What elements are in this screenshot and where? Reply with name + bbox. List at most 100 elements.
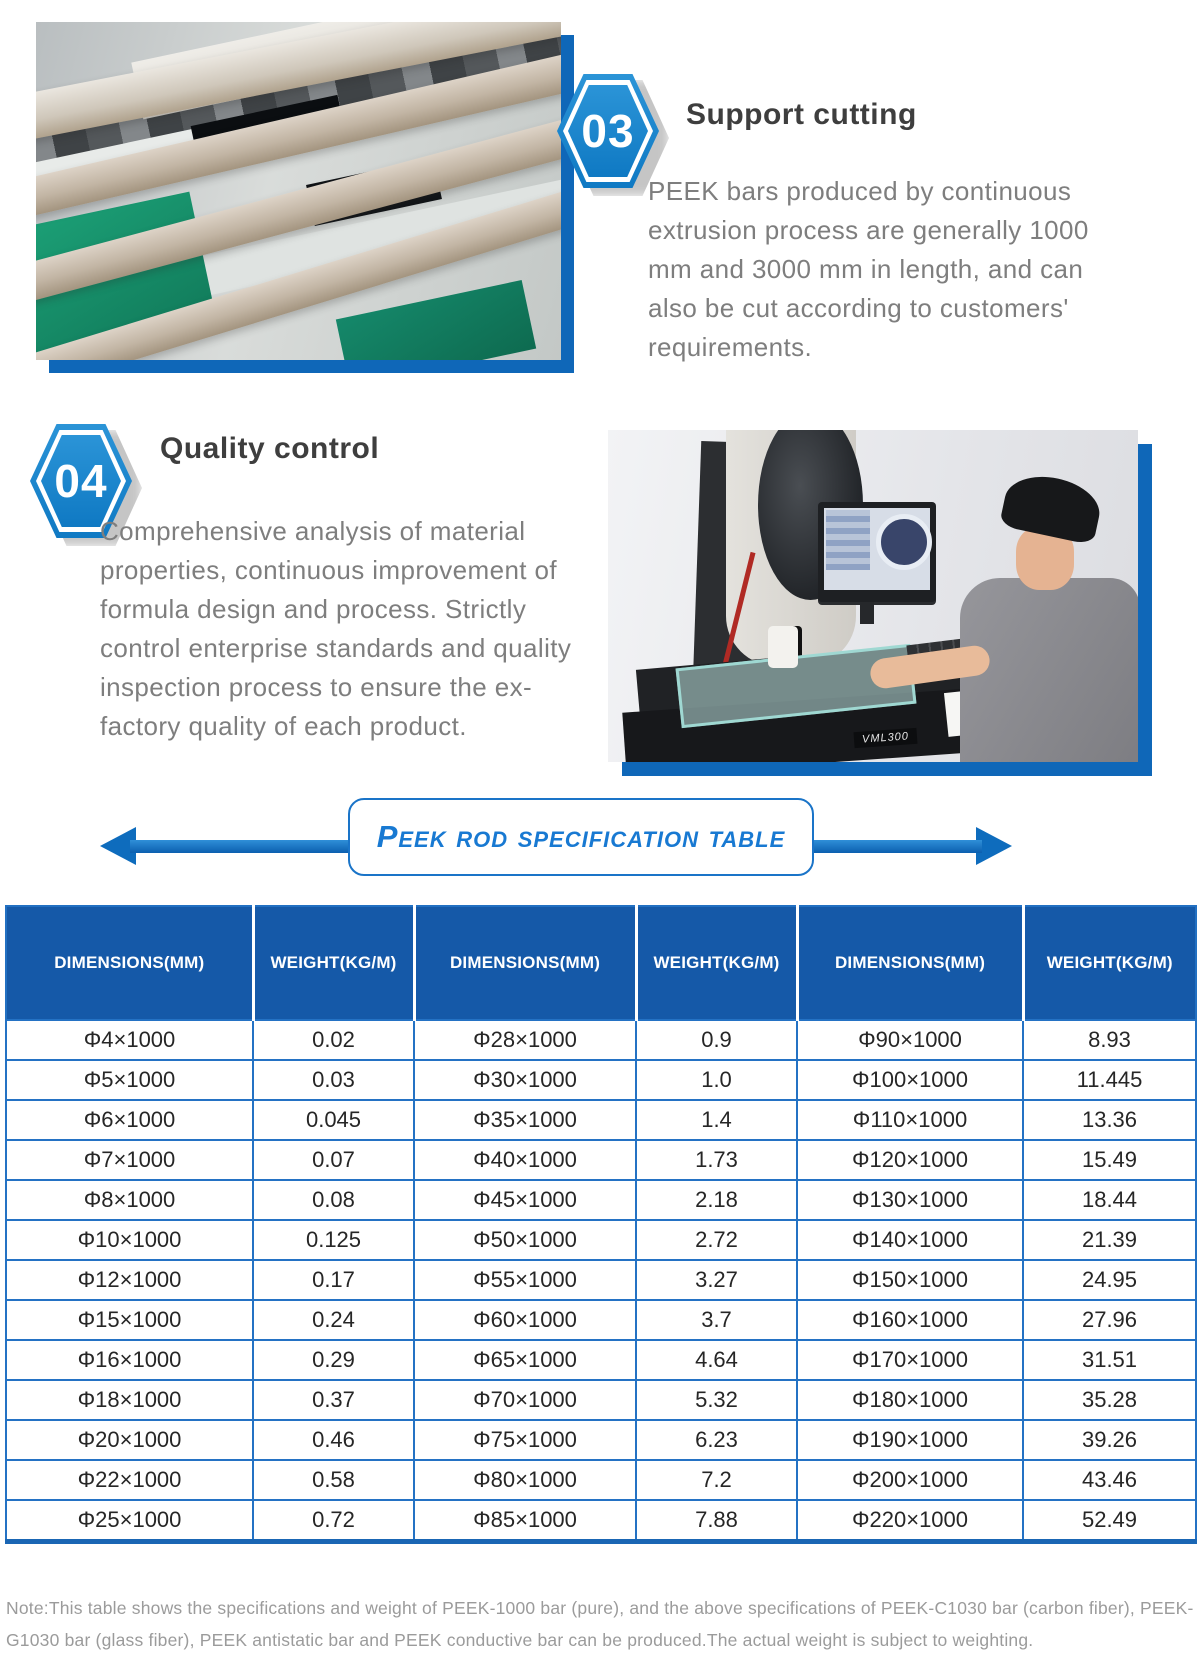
spec-cell: 31.51: [1022, 1339, 1197, 1381]
spec-cell: Φ18×1000: [5, 1379, 254, 1421]
spec-cell: 24.95: [1022, 1259, 1197, 1301]
spec-cell: Φ40×1000: [413, 1139, 637, 1181]
spec-cell: 0.125: [252, 1219, 415, 1261]
step-03-badge: 03: [557, 74, 669, 196]
table-row: Φ15×1000 0.24 Φ60×1000 3.7 Φ160×1000 27.96: [5, 1299, 1197, 1341]
spec-cell: Φ120×1000: [796, 1139, 1024, 1181]
table-row: Φ20×1000 0.46 Φ75×1000 6.23 Φ190×1000 39.26: [5, 1419, 1197, 1461]
spec-cell: 52.49: [1022, 1499, 1197, 1543]
section-body-quality-control: Comprehensive analysis of material prope…: [100, 516, 572, 741]
spec-cell: 27.96: [1022, 1299, 1197, 1341]
spec-cell: 11.445: [1022, 1059, 1197, 1101]
table-row: Φ10×1000 0.125 Φ50×1000 2.72 Φ140×1000 21.39: [5, 1219, 1197, 1261]
col-header: DIMENSIONS(MM): [795, 906, 1023, 1020]
table-row: Φ18×1000 0.37 Φ70×1000 5.32 Φ180×1000 35.28: [5, 1379, 1197, 1421]
col-header: WEIGHT(KG/M): [1021, 906, 1196, 1020]
right-arrow-shaft: [800, 840, 982, 853]
spec-cell: Φ75×1000: [413, 1419, 637, 1461]
spec-cell: Φ20×1000: [5, 1419, 254, 1461]
spec-cell: 15.49: [1022, 1139, 1197, 1181]
spec-cell: Φ70×1000: [413, 1379, 637, 1421]
section-title-quality-control: Quality control: [160, 432, 380, 465]
spec-cell: Φ180×1000: [796, 1379, 1024, 1421]
green-belt: [335, 280, 536, 360]
spec-cell: 0.72: [252, 1499, 415, 1543]
table-row: Φ6×1000 0.045 Φ35×1000 1.4 Φ110×1000 13.36: [5, 1099, 1197, 1141]
spec-cell: 0.24: [252, 1299, 415, 1341]
step-number: 04: [54, 455, 108, 507]
spec-cell: 3.7: [635, 1299, 798, 1341]
spec-cell: 2.18: [635, 1179, 798, 1221]
spec-cell: Φ190×1000: [796, 1419, 1024, 1461]
spec-cell: Φ160×1000: [796, 1299, 1024, 1341]
measurement-software-ui: [826, 510, 870, 570]
spec-cell: Φ45×1000: [413, 1179, 637, 1221]
banner-label-box: Peek rod specification table: [348, 798, 814, 876]
spec-cell: Φ90×1000: [796, 1019, 1024, 1061]
spec-cell: Φ35×1000: [413, 1099, 637, 1141]
inspector-body: [960, 578, 1138, 762]
spec-table: DIMENSIONS(MM) WEIGHT(KG/M) DIMENSIONS(M…: [5, 905, 1197, 1544]
table-row: Φ25×1000 0.72 Φ85×1000 7.88 Φ220×1000 52.49: [5, 1499, 1197, 1543]
spec-cell: 18.44: [1022, 1179, 1197, 1221]
section-title-support-cutting: Support cutting: [686, 98, 917, 131]
spec-cell: 6.23: [635, 1419, 798, 1461]
spec-cell: 0.02: [252, 1019, 415, 1061]
spec-cell: Φ7×1000: [5, 1139, 254, 1181]
right-arrowhead: [976, 827, 1012, 865]
spec-cell: 0.29: [252, 1339, 415, 1381]
rods-photo: [36, 22, 561, 360]
spec-cell: Φ80×1000: [413, 1459, 637, 1501]
spec-cell: Φ8×1000: [5, 1179, 254, 1221]
spec-cell: Φ25×1000: [5, 1499, 254, 1543]
col-header: DIMENSIONS(MM): [6, 906, 253, 1020]
col-header: WEIGHT(KG/M): [634, 906, 797, 1020]
spec-cell: Φ110×1000: [796, 1099, 1024, 1141]
banner-title: Peek rod specification table: [376, 819, 786, 854]
spec-cell: 13.36: [1022, 1099, 1197, 1141]
sample-part: [768, 626, 798, 668]
spec-cell: 0.37: [252, 1379, 415, 1421]
spec-cell: 2.72: [635, 1219, 798, 1261]
spec-cell: 0.46: [252, 1419, 415, 1461]
table-row: Φ7×1000 0.07 Φ40×1000 1.73 Φ120×1000 15.49: [5, 1139, 1197, 1181]
section-body-support-cutting: PEEK bars produced by continuous extrusi…: [648, 176, 1089, 362]
spec-table-banner: Peek rod specification table: [0, 798, 1200, 880]
spec-cell: 0.58: [252, 1459, 415, 1501]
spec-cell: 0.03: [252, 1059, 415, 1101]
quality-photo: VML300: [608, 430, 1138, 762]
spec-cell: 4.64: [635, 1339, 798, 1381]
spec-cell: Φ22×1000: [5, 1459, 254, 1501]
spec-cell: 3.27: [635, 1259, 798, 1301]
spec-cell: Φ12×1000: [5, 1259, 254, 1301]
spec-cell: Φ55×1000: [413, 1259, 637, 1301]
spec-cell: 0.9: [635, 1019, 798, 1061]
spec-cell: 0.07: [252, 1139, 415, 1181]
spec-cell: 1.0: [635, 1059, 798, 1101]
spec-cell: 0.08: [252, 1179, 415, 1221]
spec-cell: 0.17: [252, 1259, 415, 1301]
spec-cell: Φ30×1000: [413, 1059, 637, 1101]
spec-cell: 43.46: [1022, 1459, 1197, 1501]
spec-cell: Φ15×1000: [5, 1299, 254, 1341]
monitor-stand: [860, 602, 874, 624]
right-arrow-icon: [800, 827, 1012, 865]
inspector-cap: [999, 468, 1105, 546]
left-arrow-icon: [100, 827, 360, 865]
spec-cell: 1.73: [635, 1139, 798, 1181]
spec-cell: 8.93: [1022, 1019, 1197, 1061]
spec-cell: Φ6×1000: [5, 1099, 254, 1141]
spec-cell: 39.26: [1022, 1419, 1197, 1461]
spec-cell: 35.28: [1022, 1379, 1197, 1421]
spec-cell: Φ5×1000: [5, 1059, 254, 1101]
left-arrow-shaft: [130, 840, 360, 853]
spec-cell: Φ85×1000: [413, 1499, 637, 1543]
table-row: Φ5×1000 0.03 Φ30×1000 1.0 Φ100×1000 11.445: [5, 1059, 1197, 1101]
spec-cell: Φ140×1000: [796, 1219, 1024, 1261]
spec-header-row: DIMENSIONS(MM) WEIGHT(KG/M) DIMENSIONS(M…: [6, 906, 1196, 1020]
spec-cell: Φ65×1000: [413, 1339, 637, 1381]
table-row: Φ8×1000 0.08 Φ45×1000 2.18 Φ130×1000 18.44: [5, 1179, 1197, 1221]
spec-cell: 0.045: [252, 1099, 415, 1141]
col-header: WEIGHT(KG/M): [251, 906, 414, 1020]
